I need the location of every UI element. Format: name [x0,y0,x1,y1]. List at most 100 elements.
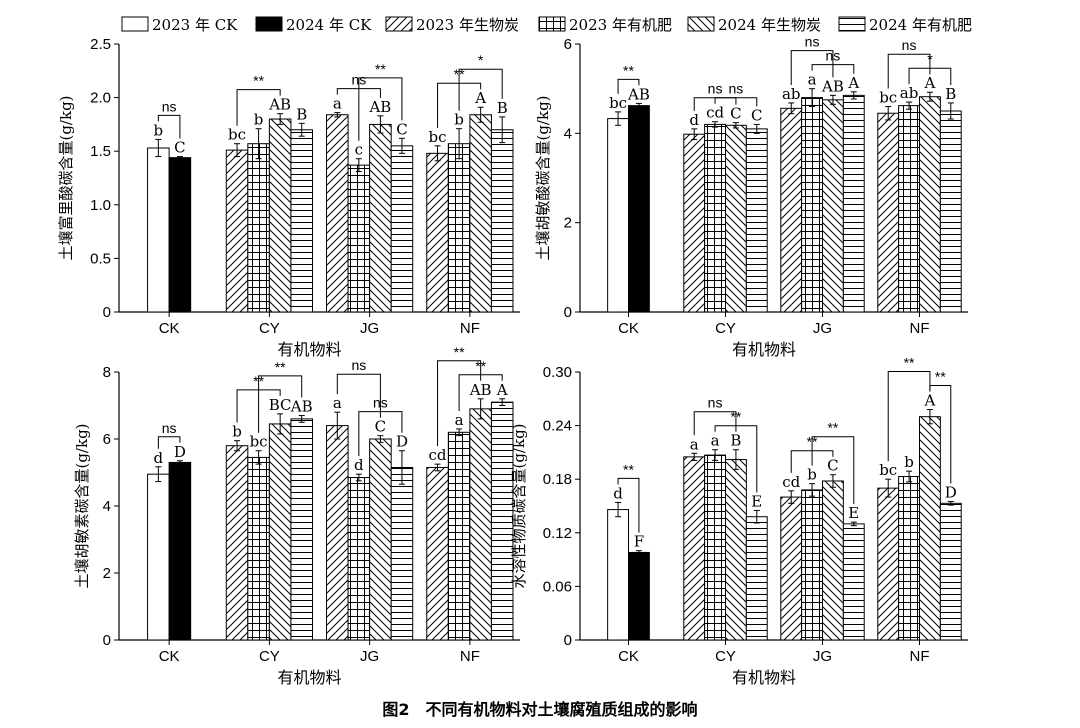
bar-letter-label: A [924,74,936,92]
bar-letter-label: AB [821,77,844,95]
bar-letter-label: b [454,111,464,129]
significance-label: * [478,52,484,68]
y-tick-label: 0.06 [543,578,572,595]
bar-letter-label: A [496,381,508,399]
significance-label: * [927,51,933,67]
bar [607,509,630,641]
bar-letter-label: BC [269,396,292,414]
significance-label: ** [253,73,264,89]
significance-bracket [437,360,482,447]
legend: 2023 年 CK 2024 年 CK 2023 年生物炭 2023 年有机肥 2024… [121,16,972,34]
significance-label: ** [935,369,946,385]
bar-letter-label: F [634,533,644,551]
significance-bracket [157,114,181,139]
bar [898,105,921,313]
bar-letter-label: b [904,453,914,471]
bar [225,445,249,641]
bar [247,456,270,641]
legend-item: 2023 年 CK [121,16,238,34]
bar-letter-label: C [730,105,741,123]
bar [939,502,962,641]
bar [290,129,313,313]
significance-label: ns [351,357,366,373]
chart-panel-4: 0 0.06 0.12 0.18 0.24 0.30 水溶性物质碳含量(g/kg) 有机物料 C… [510,355,968,687]
x-tick-label: JG [360,648,379,665]
bar [939,110,962,313]
legend-item: 2024 年有机肥 [838,16,972,34]
bar-letter-label: b [807,466,817,484]
x-tick-label: JG [813,648,832,665]
bar [268,118,292,313]
bar [326,114,349,313]
bar-letter-label: ab [900,84,919,102]
significance-bracket [458,374,503,411]
bar [822,99,844,313]
significance-bracket [258,375,303,433]
significance-label: ** [475,358,486,374]
significance-label: ns [373,395,388,411]
significance-label: ** [275,359,286,375]
y-tick-label: 0.30 [543,364,572,381]
y-axis-label: 土壤胡敏素碳含量(g/kg) [73,423,91,588]
bar [447,431,471,641]
bar [469,408,492,641]
bar-letter-label: A [474,89,486,107]
figure-caption: 图2 不同有机物料对土壤腐殖质组成的影响 [382,700,698,719]
bar [247,143,270,313]
bar [725,459,747,641]
bar [780,496,803,641]
x-tick-label: CK [618,320,639,337]
bar-letter-label: C [827,457,838,475]
significance-bracket [908,67,952,85]
bar [147,147,170,313]
bar-letter-label: bc [228,126,246,144]
bar-letter-label: C [375,418,386,436]
significance-bracket [617,477,640,533]
bar-letter-label: a [711,432,720,450]
bar-letter-label: d [689,111,699,129]
bar [326,425,349,641]
significance-bracket [811,436,855,505]
y-tick-label: 6 [103,431,111,448]
x-tick-label: NF [460,648,480,665]
significance-bracket [714,425,758,493]
significance-label: ns [708,395,723,411]
bar-letter-label: B [945,85,956,103]
y-tick-label: 0 [103,304,111,321]
y-tick-label: 0.12 [543,525,572,542]
bar-letter-label: AB [268,96,291,114]
significance-bracket [714,97,758,107]
bar [347,164,371,313]
legend-label: 2024 年生物炭 [718,16,821,34]
legend-item: 2023 年生物炭 [385,16,519,34]
y-tick-label: 0 [564,304,572,321]
significance-bracket [929,385,952,484]
bar-letter-label: d [354,456,364,474]
bar-letter-label: A [847,74,859,92]
bar [168,157,192,313]
legend-item: 2024 年生物炭 [687,16,821,34]
bar-letter-label: E [751,492,762,510]
bar-letter-label: bc [429,128,447,146]
bar [898,476,921,641]
bar-letter-label: ab [782,85,801,103]
significance-bracket [693,411,737,436]
bar [447,143,471,313]
legend-label: 2023 年 CK [152,16,238,34]
y-tick-label: 1.0 [90,197,111,214]
significance-bracket [811,64,855,74]
bar [369,123,392,313]
significance-bracket [887,371,931,462]
bar-letter-label: cd [429,446,447,464]
bar-letter-label: bc [250,433,268,451]
bar [780,107,803,313]
bar-letter-label: AB [627,85,650,103]
y-tick-label: 0.18 [543,471,572,488]
bar-letter-label: D [396,433,408,451]
chart-panels: 00.51.01.52.02.5土壤富里酸碳含量(g/kg)有机物料CKbCns… [57,34,968,687]
x-tick-label: CY [715,648,736,665]
x-tick-label: CK [618,648,639,665]
y-tick-label: 0 [564,632,572,649]
y-axis-label: 土壤胡敏酸碳含量(g/kg) [534,95,552,260]
